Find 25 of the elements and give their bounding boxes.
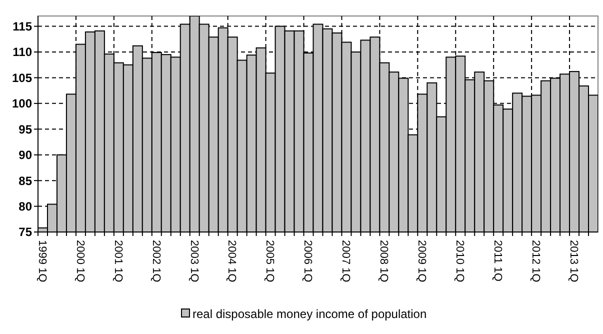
x-tick-label: 1999 1Q [36,240,48,283]
legend-label: real disposable money income of population [192,307,427,322]
x-tick-label: 2003 1Q [188,240,200,283]
x-tick-label: 2012 1Q [529,240,542,283]
x-tick-label: 2001 1Q [112,240,124,283]
x-tick-label: 2005 1Q [264,240,276,283]
y-tick-label: 105 [12,70,32,85]
y-tick-label: 115 [12,19,32,34]
y-tick-label: 80 [18,199,32,214]
x-tick-label: 2009 1Q [416,240,428,283]
y-tick-label: 75 [18,225,32,240]
x-tick-label: 2000 1Q [74,240,86,283]
y-tick-label: 110 [12,45,32,60]
x-tick-label: 2006 1Q [302,240,314,283]
x-tick-label: 2004 1Q [226,240,238,283]
x-tick-label: 2002 1Q [150,240,162,283]
y-tick-label: 90 [18,148,32,162]
y-tick-label: 100 [12,96,32,111]
y-tick-label: 95 [18,122,32,136]
y-tick-label: 85 [18,174,32,188]
x-tick-label: 2008 1Q [378,240,390,283]
x-tick-label: 2013 1Q [567,240,580,283]
x-tick-label: 2010 1Q [454,240,466,283]
x-tick-label: 2011 1Q [491,240,504,282]
x-tick-label: 2007 1Q [340,240,352,283]
